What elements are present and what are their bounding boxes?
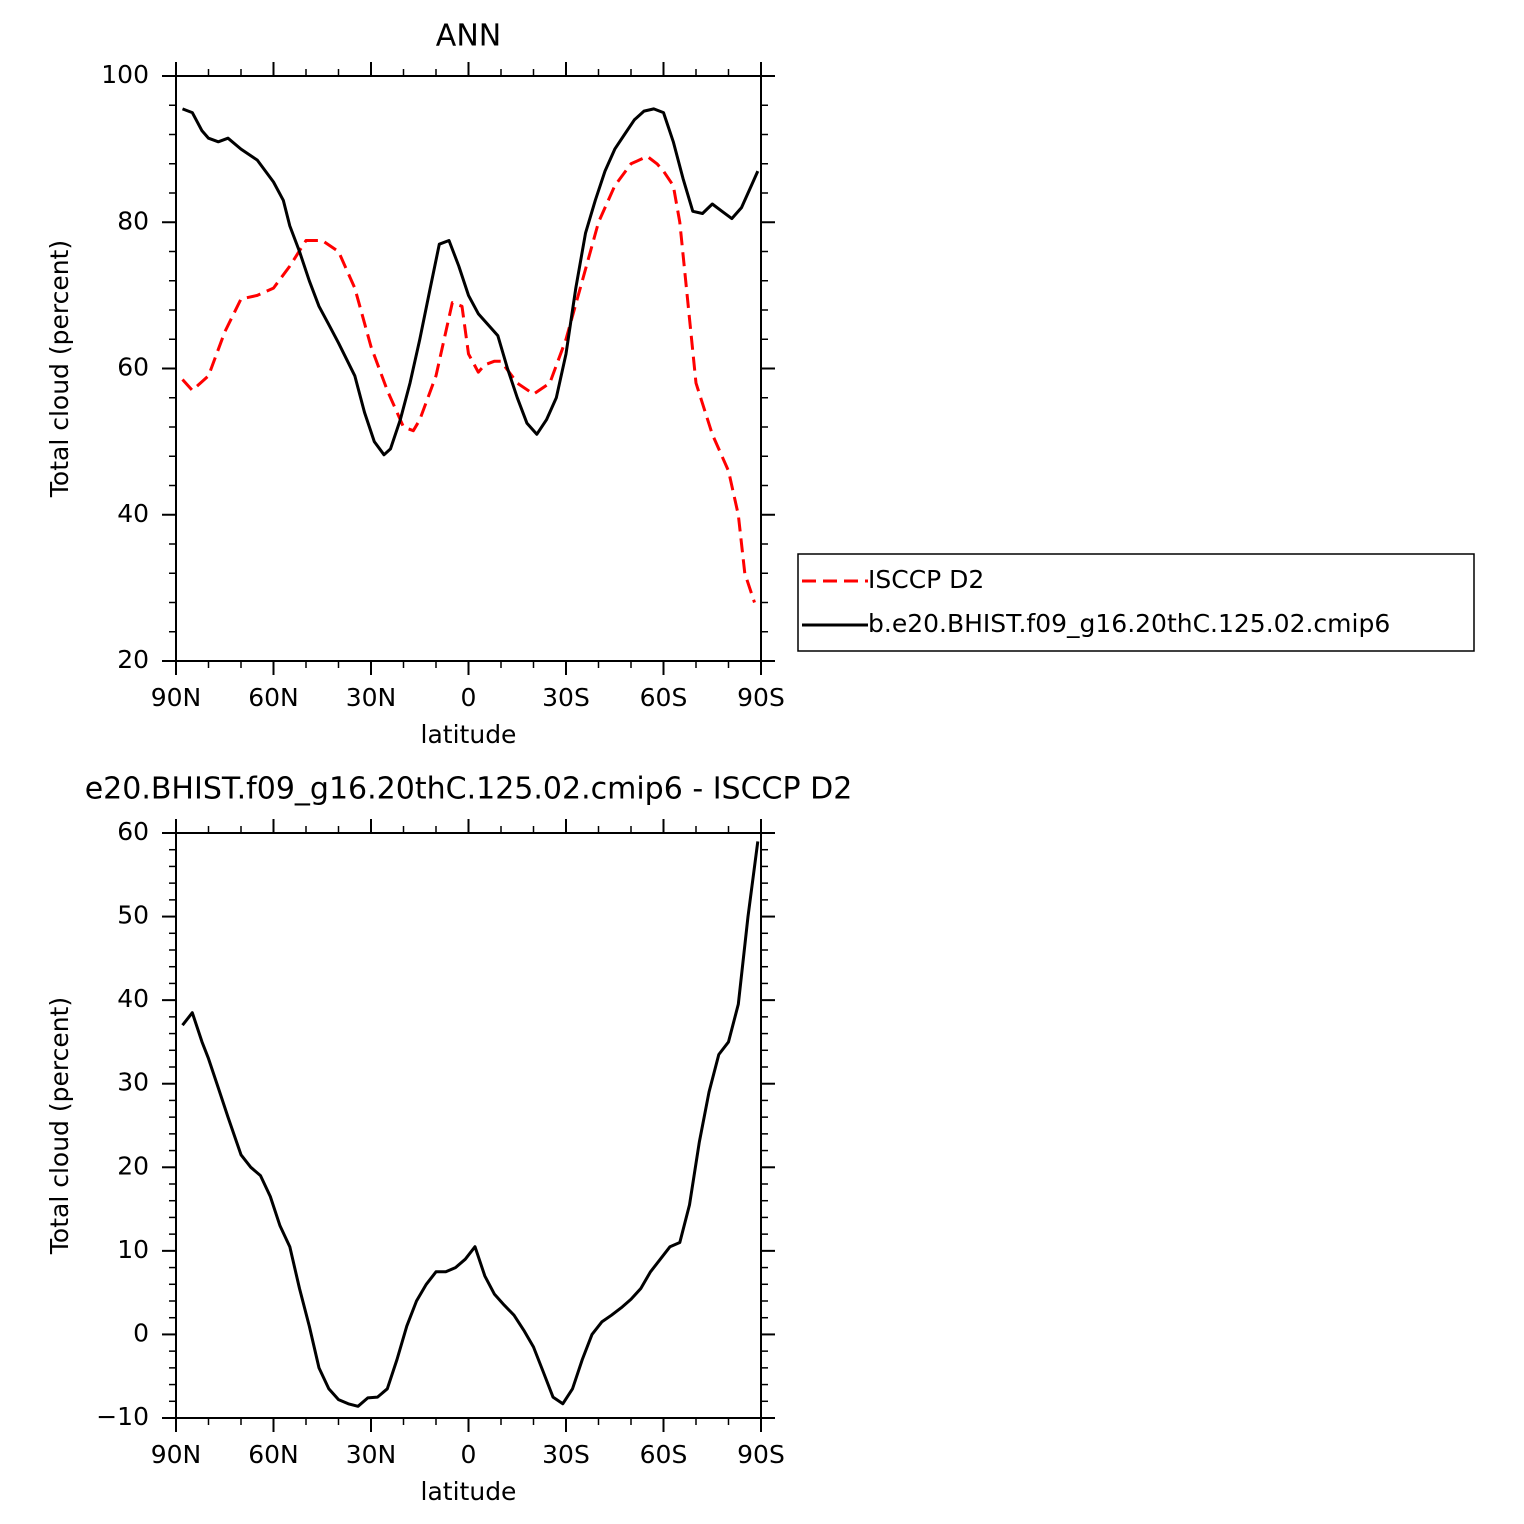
- x-tick-label: 90N: [151, 683, 202, 712]
- y-tick-label: 40: [117, 984, 149, 1013]
- series-line-1: [181, 107, 760, 457]
- plot-frame: [175, 75, 762, 662]
- difference-panel: e20.BHIST.f09_g16.20thC.125.02.cmip6 - I…: [45, 772, 852, 1507]
- plot-frame: [175, 832, 762, 1419]
- x-tick-label: 30S: [542, 1440, 590, 1469]
- x-tick-label: 0: [461, 1440, 477, 1469]
- climatology-panel: ANN 90N 60N 30N 0 30S 60S 90S 20 40 60 80 100 latitud…: [45, 19, 785, 750]
- x-tick-label: 90S: [737, 1440, 785, 1469]
- legend: ISCCP D2 b.e20.BHIST.f09_g16.20thC.125.02…: [797, 553, 1475, 652]
- y-tick-label: 40: [117, 499, 149, 528]
- x-tick-label: 90S: [737, 683, 785, 712]
- legend-box: [797, 553, 1475, 652]
- x-axis-label: latitude: [421, 1477, 517, 1506]
- y-axis-label: Total cloud (percent): [45, 997, 74, 1255]
- y-tick-label: 60: [117, 353, 149, 382]
- x-axis-label: latitude: [421, 720, 517, 749]
- y-tick-label: 20: [117, 645, 149, 674]
- legend-label-1: b.e20.BHIST.f09_g16.20thC.125.02.cmip6: [868, 609, 1390, 638]
- legend-label-0: ISCCP D2: [868, 565, 984, 594]
- x-tick-label: 60N: [248, 683, 299, 712]
- y-tick-label: 0: [133, 1318, 149, 1347]
- y-axis-label: Total cloud (percent): [45, 240, 74, 498]
- x-tick-label: 30N: [346, 683, 397, 712]
- x-tick-label: 60N: [248, 1440, 299, 1469]
- y-tick-label: 20: [117, 1151, 149, 1180]
- x-tick-label: 90N: [151, 1440, 202, 1469]
- y-tick-label: 80: [117, 206, 149, 235]
- series-line-0: [181, 154, 756, 603]
- y-tick-label: 100: [101, 60, 149, 89]
- y-tick-label: 50: [117, 901, 149, 930]
- x-tick-label: 30N: [346, 1440, 397, 1469]
- y-tick-label: 10: [117, 1235, 149, 1264]
- x-tick-label: 60S: [640, 1440, 688, 1469]
- series-line-0: [181, 841, 760, 1408]
- y-tick-label: 30: [117, 1068, 149, 1097]
- y-tick-label: 60: [117, 817, 149, 846]
- x-tick-label: 60S: [640, 683, 688, 712]
- x-tick-label: 30S: [542, 683, 590, 712]
- chart-title: ANN: [436, 19, 501, 54]
- y-tick-label: −10: [96, 1402, 149, 1431]
- chart-title: e20.BHIST.f09_g16.20thC.125.02.cmip6 - I…: [85, 772, 853, 807]
- x-tick-label: 0: [461, 683, 477, 712]
